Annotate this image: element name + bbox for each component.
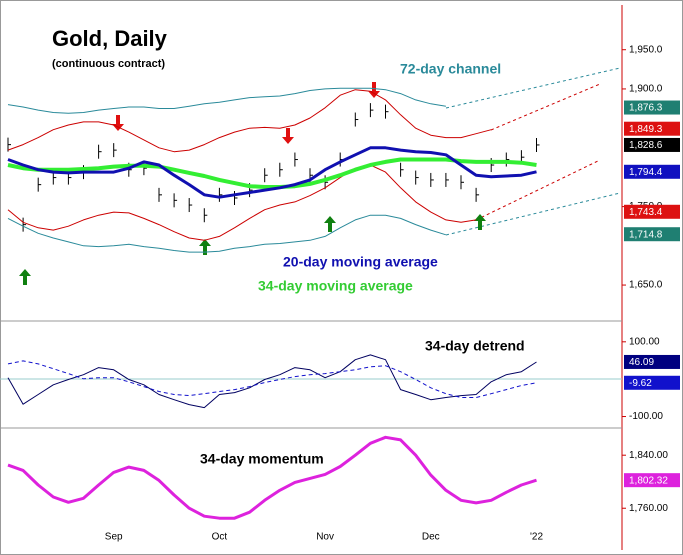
y-tick-label: 1,650.0 (629, 280, 663, 291)
series-line (7, 354, 537, 409)
price-tag-label: 1,876.3 (629, 103, 663, 114)
legend-label: 72-day channel (400, 61, 501, 77)
y-tick-label: 1,840.00 (629, 450, 668, 461)
series-line (7, 360, 537, 398)
series-line (7, 87, 446, 114)
price-tag-label: -9.62 (629, 378, 652, 389)
price-tag (624, 354, 680, 369)
price-tag (624, 473, 680, 488)
chart-title: Gold, Daily (52, 26, 168, 51)
y-tick-label: 1,900.0 (629, 84, 663, 95)
series-line (7, 435, 537, 520)
chart-subtitle: (continuous contract) (52, 58, 165, 70)
buy-arrow (199, 239, 211, 255)
y-tick-label: 1,950.0 (629, 44, 663, 55)
x-tick-label: Oct (212, 532, 228, 543)
price-tag-label: 1,828.6 (629, 140, 663, 151)
price-tag-label: 46.09 (629, 357, 654, 368)
price-tag-label: 1,849.3 (629, 124, 663, 135)
buy-arrow (474, 214, 486, 230)
buy-arrow (19, 269, 31, 285)
price-tag-label: 1,714.8 (629, 229, 663, 240)
x-tick-label: Nov (316, 532, 334, 543)
price-tag (624, 227, 680, 242)
channel-projections (445, 67, 621, 236)
price-tag (624, 137, 680, 152)
price-tag-label: 1,802.32 (629, 475, 668, 486)
legend-label: 20-day moving average (283, 254, 438, 270)
x-tick-label: Dec (422, 532, 440, 543)
panel-title: 34-day momentum (200, 451, 324, 467)
price-tag (624, 100, 680, 115)
price-tag (624, 375, 680, 390)
price-tag (624, 164, 680, 179)
price-tag-label: 1,794.4 (629, 167, 663, 178)
legend-label: 34-day moving average (258, 278, 413, 294)
arrows (19, 82, 486, 285)
series-line (7, 89, 492, 153)
sell-arrow (368, 82, 380, 98)
series-line (7, 214, 447, 253)
y-tick-label: 100.00 (629, 336, 660, 347)
sell-arrow (112, 115, 124, 131)
price-tag (624, 121, 680, 136)
series-line (7, 157, 537, 189)
sell-arrow (282, 128, 294, 144)
projection (475, 159, 601, 221)
y-tick-label: -100.00 (629, 411, 663, 422)
y-tick-label: 1,760.00 (629, 503, 668, 514)
x-tick-label: Sep (105, 532, 123, 543)
price-tag-label: 1,743.4 (629, 207, 663, 218)
series-line (7, 164, 477, 241)
buy-arrow (324, 216, 336, 232)
panel-title: 34-day detrend (425, 338, 525, 354)
price-tag (624, 204, 680, 219)
series-line (7, 146, 537, 199)
projection (490, 83, 601, 131)
x-tick-label: '22 (530, 532, 543, 543)
